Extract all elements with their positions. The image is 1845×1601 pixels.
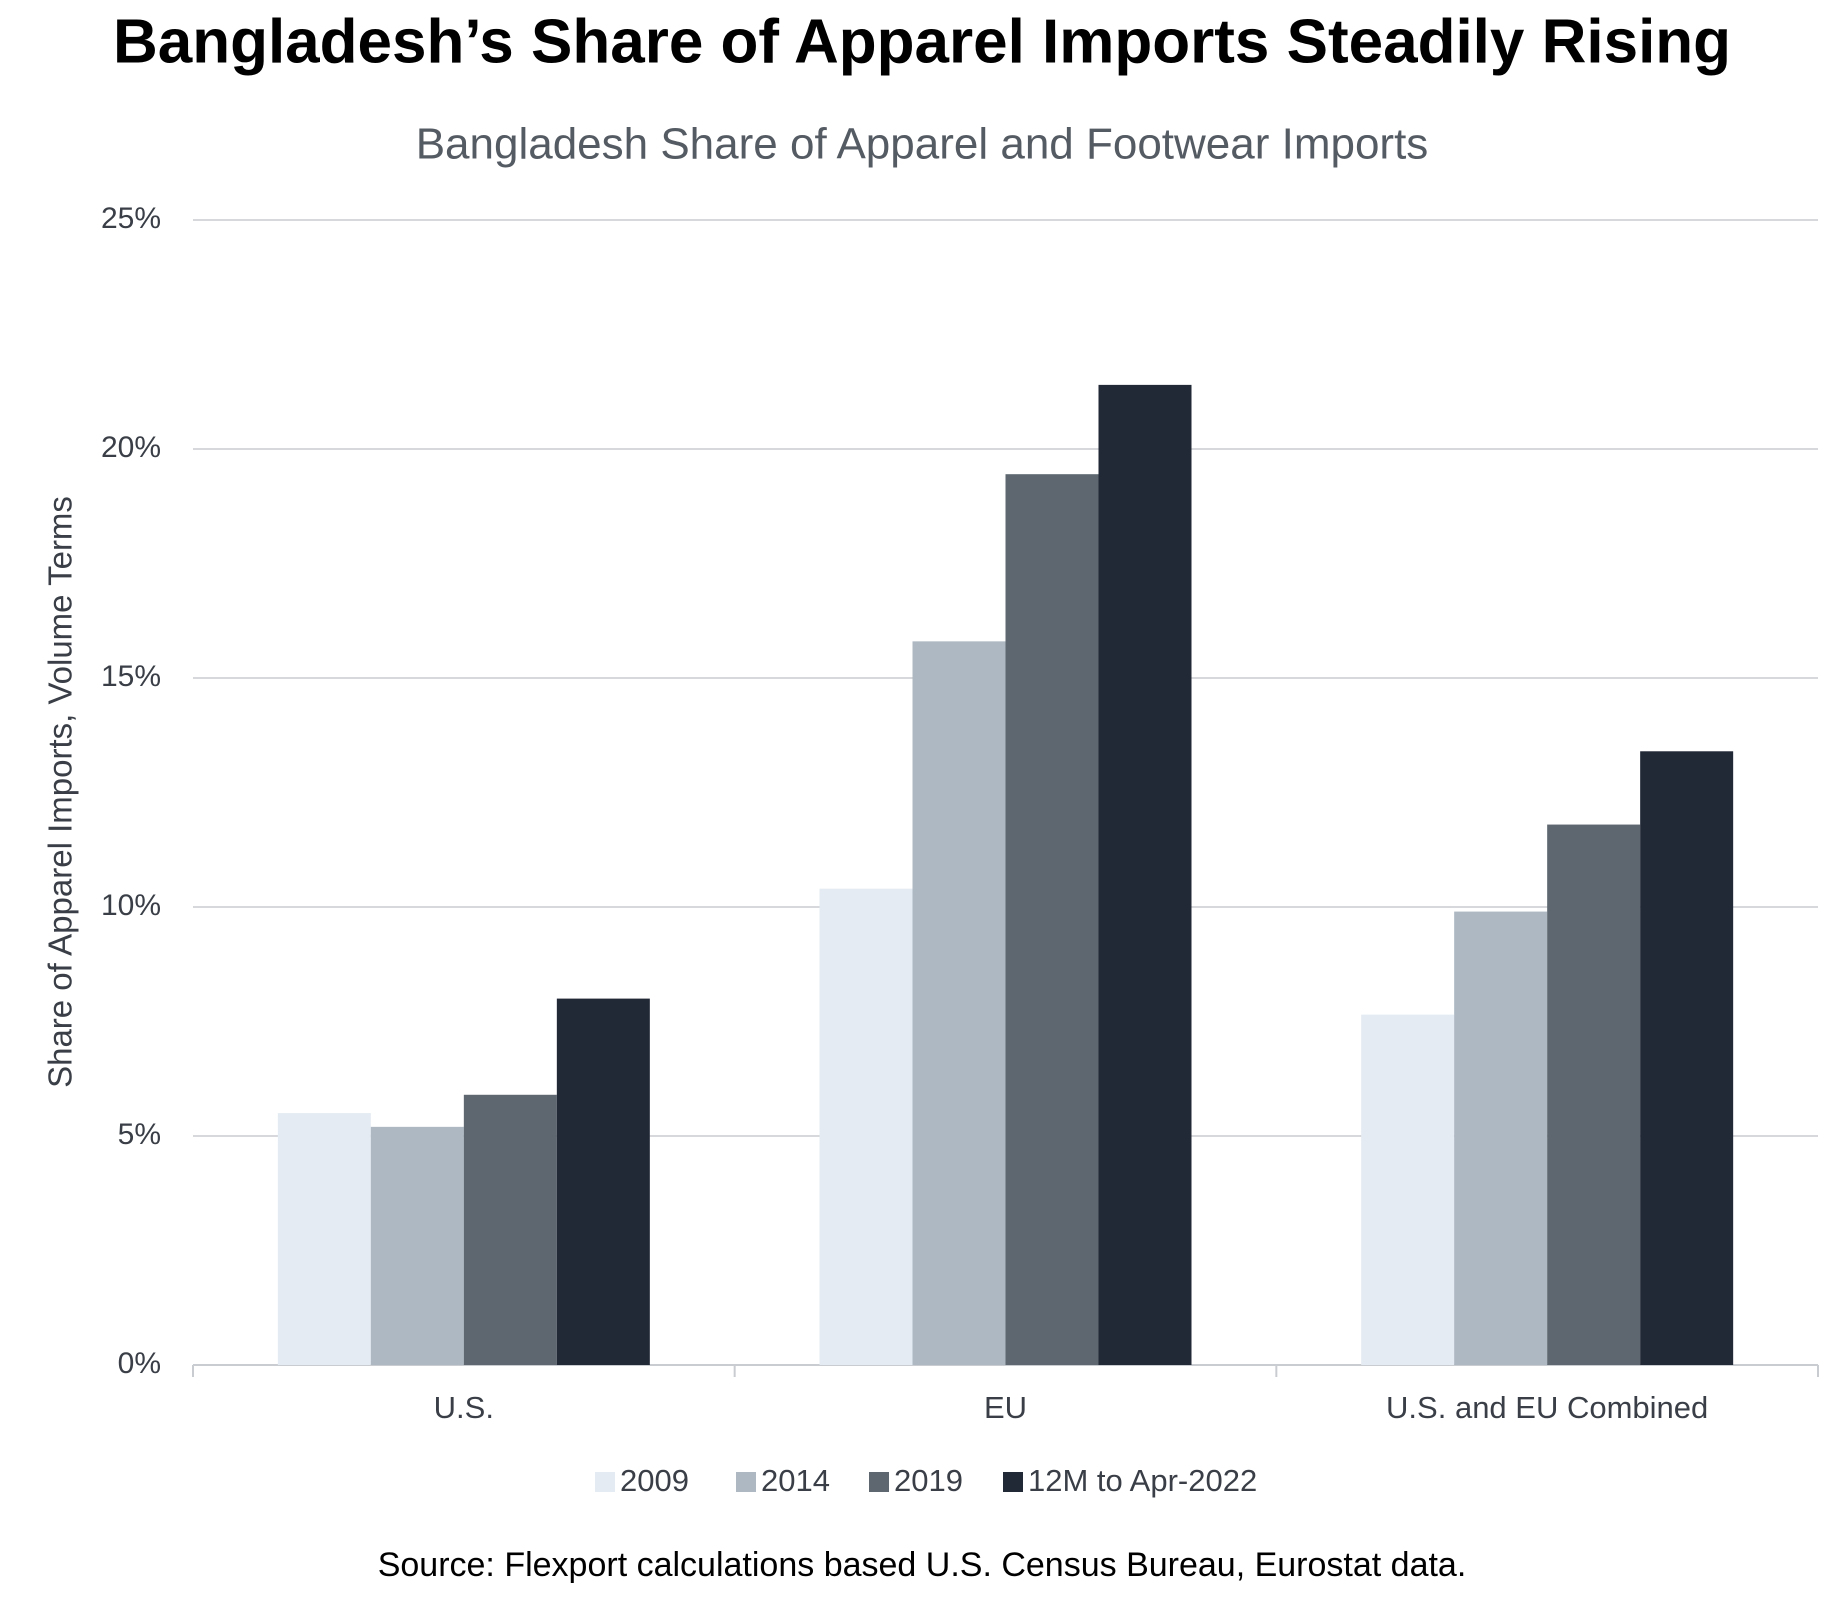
bar — [1098, 384, 1192, 1365]
y-tick-label: 15% — [101, 660, 161, 693]
legend-swatch — [595, 1472, 615, 1492]
bar — [556, 998, 650, 1365]
x-tick-label: U.S. and EU Combined — [1386, 1390, 1708, 1425]
bar — [1361, 1014, 1455, 1365]
legend-swatch — [736, 1472, 756, 1492]
chart-title: Bangladesh’s Share of Apparel Imports St… — [113, 7, 1731, 76]
legend-swatch — [1003, 1472, 1023, 1492]
y-tick-label: 0% — [118, 1347, 161, 1380]
bar — [1005, 474, 1099, 1365]
y-axis-label: Share of Apparel Imports, Volume Terms — [42, 496, 79, 1088]
bar — [1640, 751, 1734, 1365]
legend-label: 2019 — [894, 1463, 963, 1498]
bar — [912, 641, 1006, 1365]
bar — [370, 1126, 464, 1365]
y-tick-label: 20% — [101, 431, 161, 464]
source-note: Source: Flexport calculations based U.S.… — [378, 1546, 1467, 1584]
x-tick-label: EU — [984, 1390, 1027, 1425]
chart-subtitle: Bangladesh Share of Apparel and Footwear… — [416, 120, 1429, 169]
x-tick-label: U.S. — [434, 1390, 494, 1425]
y-tick-label: 10% — [101, 889, 161, 922]
bar — [277, 1113, 371, 1365]
bar — [819, 888, 913, 1365]
legend-label: 2009 — [620, 1463, 689, 1498]
y-tick-label: 5% — [118, 1118, 161, 1151]
legend-swatch — [869, 1472, 889, 1492]
bar — [1547, 824, 1641, 1365]
bar — [463, 1094, 557, 1365]
bar — [1454, 911, 1548, 1365]
y-tick-label: 25% — [101, 202, 161, 235]
legend-label: 12M to Apr-2022 — [1028, 1463, 1257, 1498]
legend-label: 2014 — [761, 1463, 830, 1498]
